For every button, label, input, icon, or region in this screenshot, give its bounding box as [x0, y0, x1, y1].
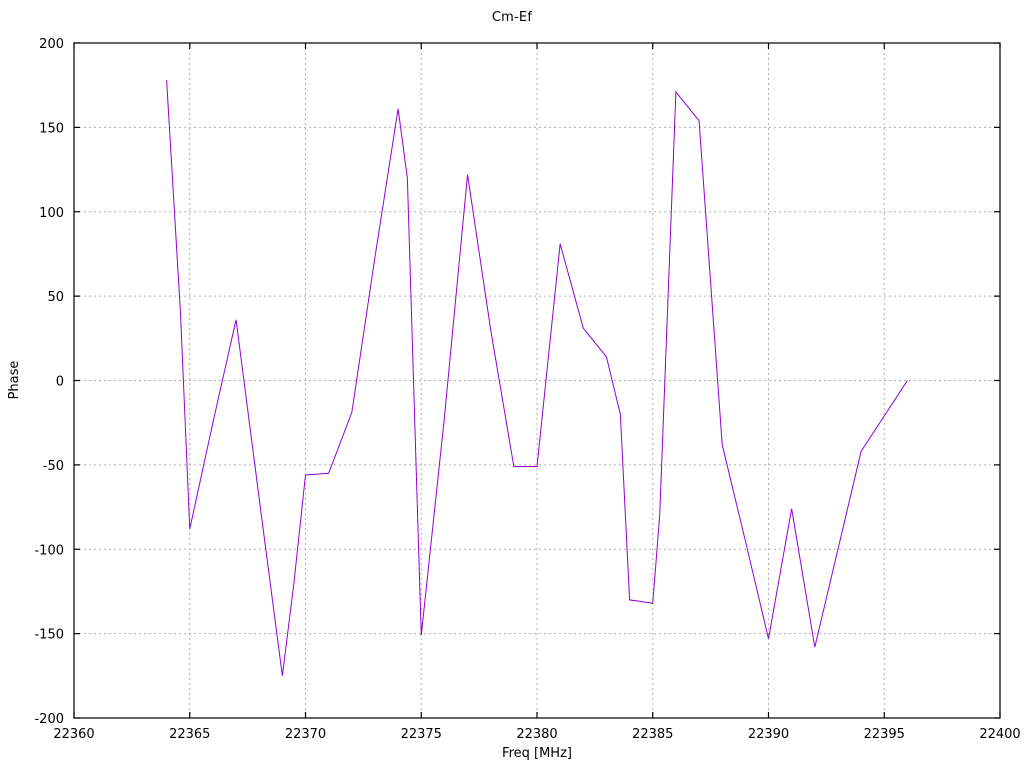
x-tick-labels: 22360 22365 22370 22375 22380 22385 22390 22395…	[53, 727, 1020, 742]
y-tick-labels: -200 -150 -100 -50 0 50 100 150 200	[34, 37, 64, 727]
y-tick-label: -50	[43, 459, 64, 474]
x-tick-label: 22370	[285, 727, 326, 742]
gridlines	[74, 43, 1000, 718]
y-tick-label: 50	[47, 290, 64, 305]
series-line	[166, 80, 908, 676]
y-tick-label: 200	[39, 37, 64, 52]
data-series	[166, 80, 908, 676]
x-tick-label: 22380	[516, 727, 557, 742]
tick-marks	[73, 42, 1001, 719]
x-tick-label: 22360	[53, 727, 94, 742]
y-tick-label: -200	[34, 712, 64, 727]
x-tick-label: 22365	[169, 727, 210, 742]
y-tick-label: -150	[34, 628, 64, 643]
x-tick-label: 22375	[401, 727, 442, 742]
x-tick-label: 22385	[632, 727, 673, 742]
x-tick-label: 22390	[748, 727, 789, 742]
y-tick-label: 100	[39, 206, 64, 221]
y-axis-title: Phase	[7, 361, 22, 400]
chart-title: Cm-Ef	[491, 10, 533, 25]
y-tick-label: 0	[56, 375, 64, 390]
y-tick-label: 150	[39, 121, 64, 136]
x-axis-title: Freq [MHz]	[502, 746, 572, 761]
y-tick-label: -100	[34, 543, 64, 558]
x-tick-label: 22400	[979, 727, 1020, 742]
x-tick-label: 22395	[864, 727, 905, 742]
